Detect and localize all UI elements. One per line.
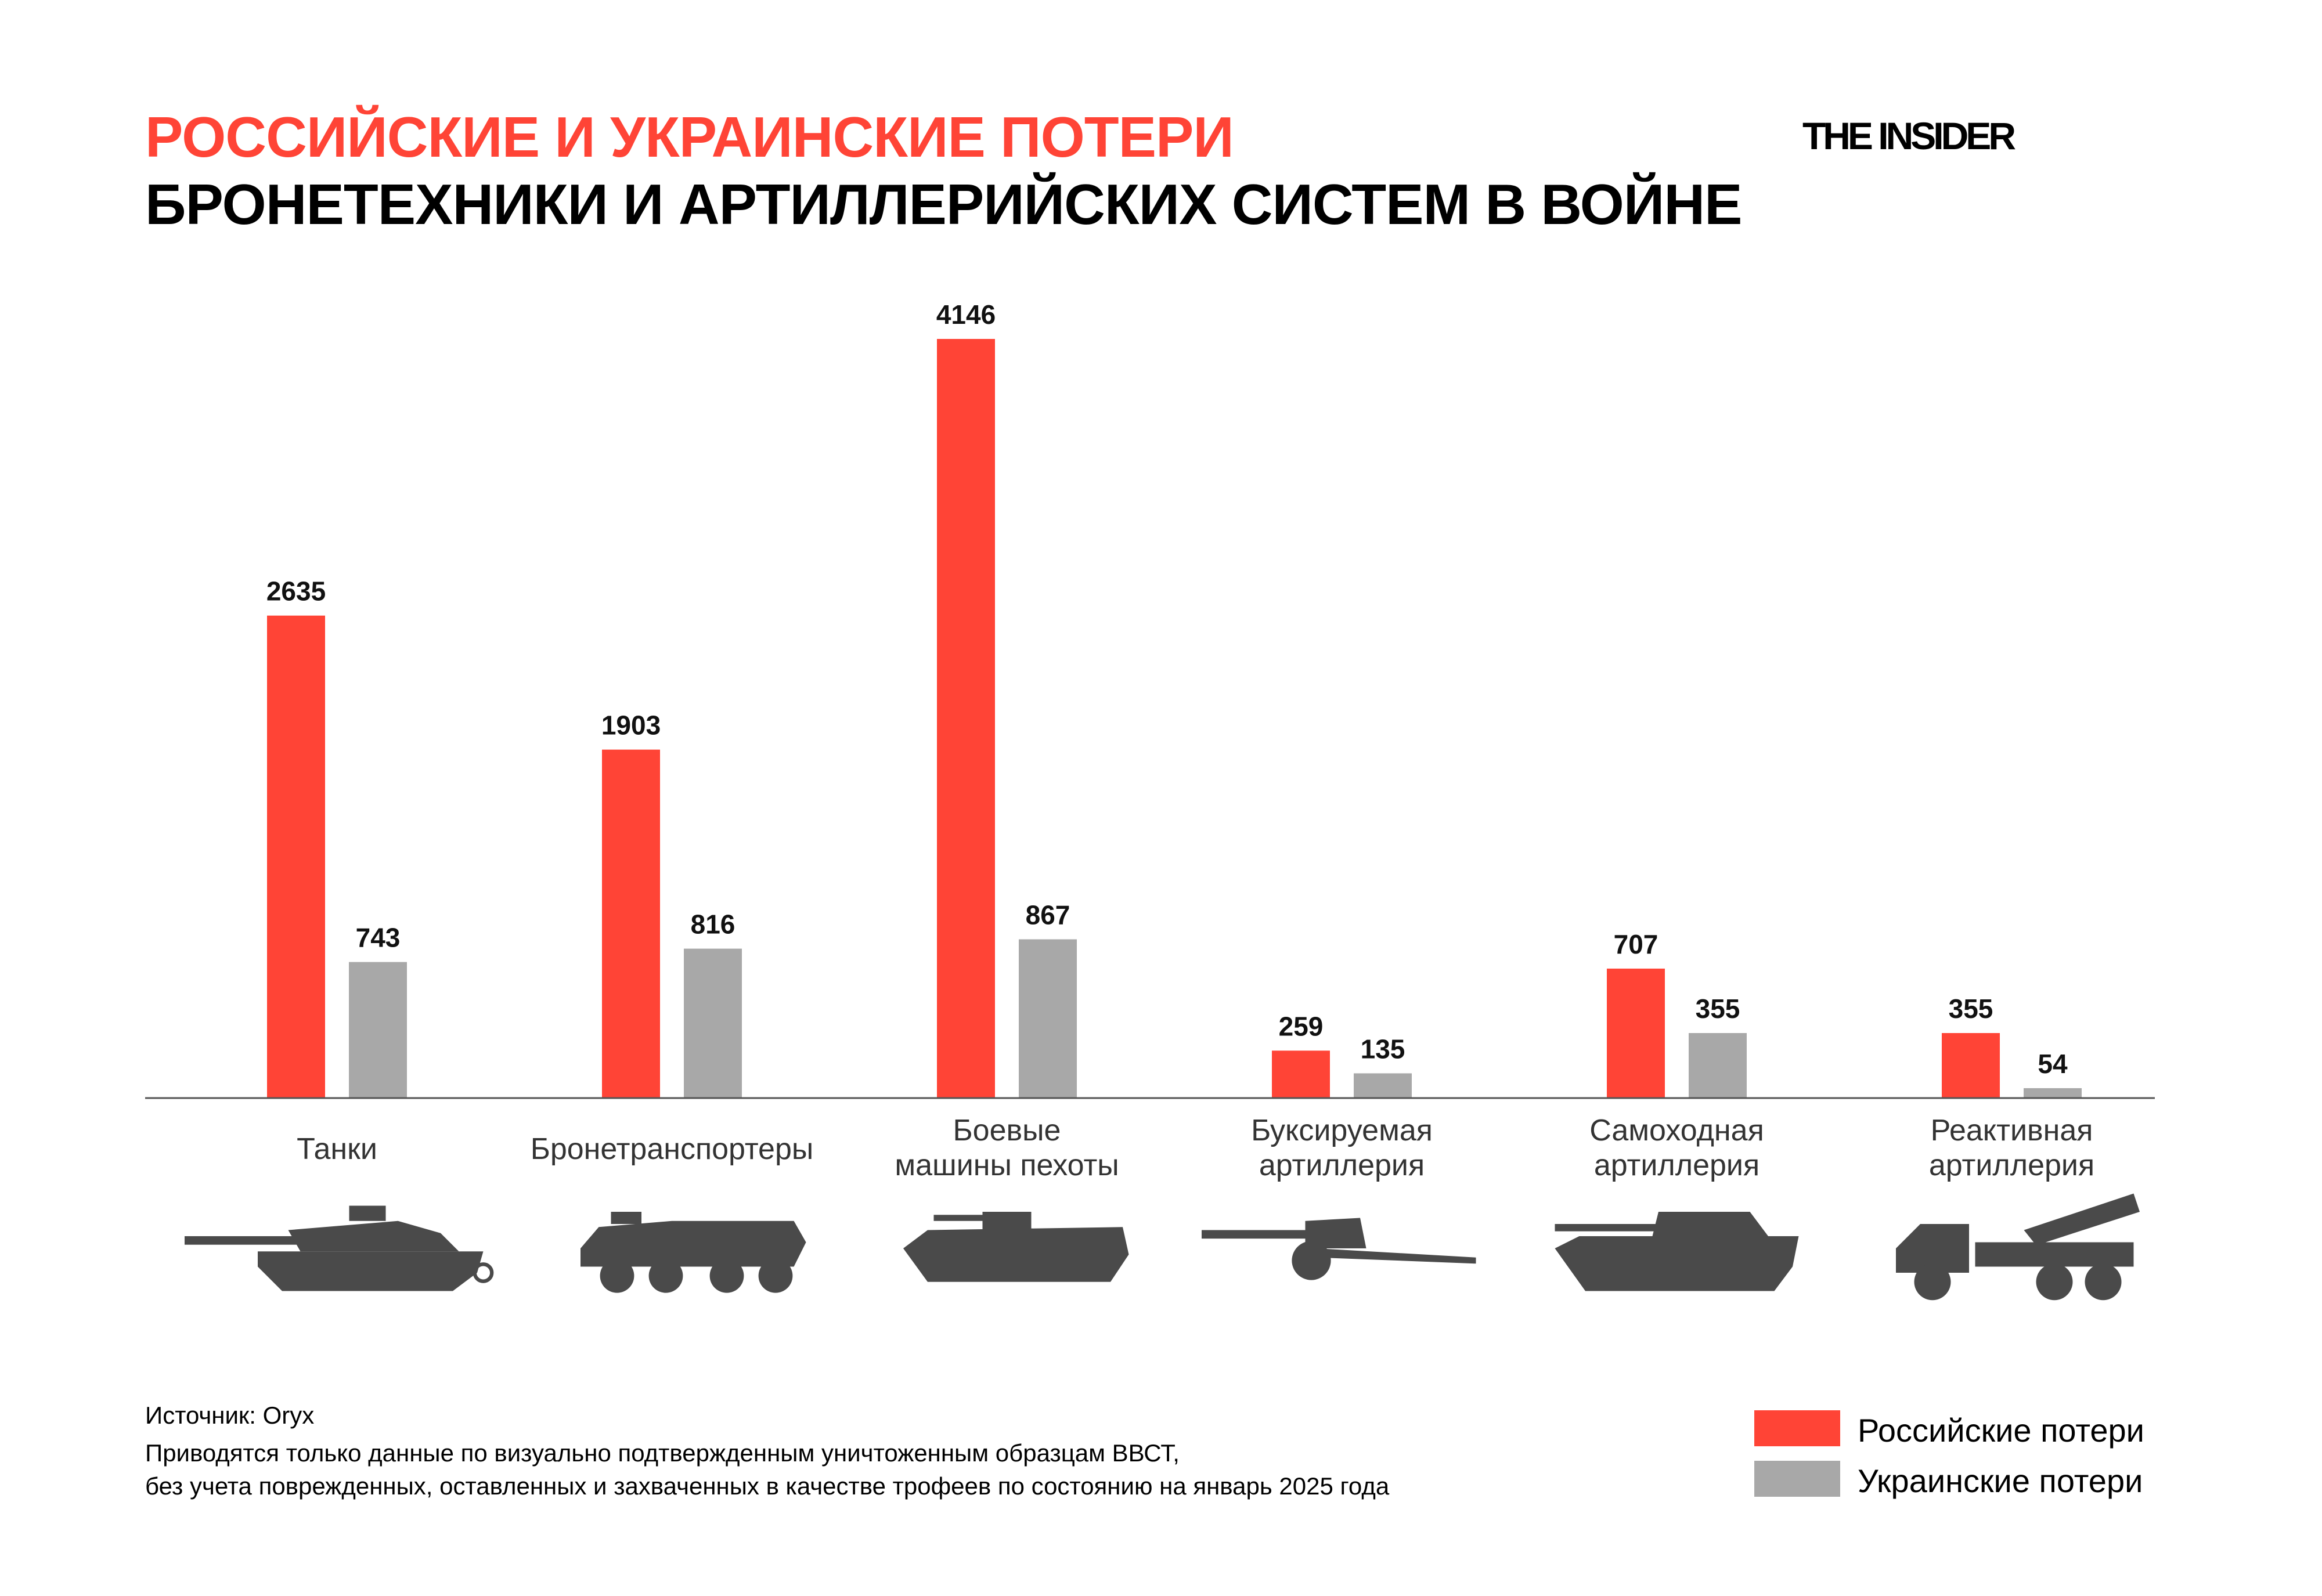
bar-ukrainian: [1689, 1033, 1747, 1098]
towed-artillery-icon: [1202, 1218, 1476, 1280]
category-label: Боевые машины пехоты: [845, 1113, 1170, 1183]
category-label-line: Танки: [297, 1132, 377, 1166]
category-label-line: артиллерия: [1928, 1149, 2095, 1182]
title-line-1: РОССИЙСКИЕ И УКРАИНСКИЕ ПОТЕРИ: [145, 105, 1234, 169]
data-label: 259: [1279, 1011, 1324, 1041]
category-label: Буксируемая артиллерия: [1180, 1113, 1505, 1183]
data-label: 707: [1614, 929, 1658, 959]
bar-russian: [1272, 1050, 1330, 1098]
rocket-artillery-icon: [1896, 1193, 2140, 1301]
ifv-icon: [903, 1212, 1129, 1282]
bar-ukrainian: [2024, 1088, 2082, 1098]
data-label: 867: [1026, 900, 1070, 930]
bar-ukrainian: [349, 962, 407, 1098]
data-label: 1903: [601, 710, 661, 741]
bar-russian: [602, 749, 660, 1098]
bar-russian: [267, 615, 325, 1098]
bar-ukrainian: [684, 948, 742, 1098]
category-label-line: Реактивная: [1930, 1114, 2093, 1147]
title-line-2: БРОНЕТЕХНИКИ И АРТИЛЛЕРИЙСКИХ СИСТЕМ В В…: [145, 172, 1742, 236]
logo: THE INSIDER: [1802, 114, 2016, 157]
data-label: 743: [356, 923, 401, 953]
footnote-line-2: без учета поврежденных, оставленных и за…: [145, 1472, 1390, 1500]
category-label-line: Бронетранспортеры: [530, 1132, 814, 1166]
legend-label-russian: Российские потери: [1858, 1412, 2144, 1449]
category-label-line: артиллерия: [1593, 1149, 1760, 1182]
tank-icon: [185, 1205, 494, 1291]
category-label: Бронетранспортеры: [510, 1132, 835, 1167]
category-label-line: артиллерия: [1259, 1149, 1425, 1182]
bar-ukrainian: [1354, 1073, 1412, 1098]
data-label: 355: [1949, 994, 1993, 1024]
bar-russian: [1942, 1033, 2000, 1098]
self-propelled-artillery-icon: [1555, 1212, 1799, 1291]
legend-swatch-russian: [1754, 1410, 1840, 1446]
bar-ukrainian: [1019, 939, 1077, 1098]
data-label: 135: [1361, 1034, 1405, 1064]
source-note: Источник: Oryx: [145, 1402, 315, 1429]
category-label-line: Боевые: [953, 1114, 1061, 1147]
bar-russian: [1607, 968, 1665, 1098]
legend-label-ukrainian: Украинские потери: [1858, 1463, 2143, 1499]
data-label: 355: [1696, 994, 1740, 1024]
category-label: Танки: [175, 1132, 500, 1167]
category-label-line: машины пехоты: [895, 1149, 1119, 1182]
apc-icon: [580, 1212, 806, 1293]
category-label: Реактивная артиллерия: [1849, 1113, 2175, 1183]
category-label-line: Буксируемая: [1251, 1114, 1433, 1147]
data-label: 4146: [936, 299, 996, 330]
data-label: 54: [2038, 1049, 2068, 1079]
legend-swatch-ukrainian: [1754, 1461, 1840, 1497]
data-label: 816: [691, 909, 735, 940]
footnote-line-1: Приводятся только данные по визуально по…: [145, 1439, 1180, 1467]
category-label: Самоходная артиллерия: [1515, 1113, 1840, 1183]
data-label: 2635: [266, 576, 326, 606]
category-label-line: Самоходная: [1589, 1114, 1764, 1147]
bar-russian: [937, 339, 995, 1098]
